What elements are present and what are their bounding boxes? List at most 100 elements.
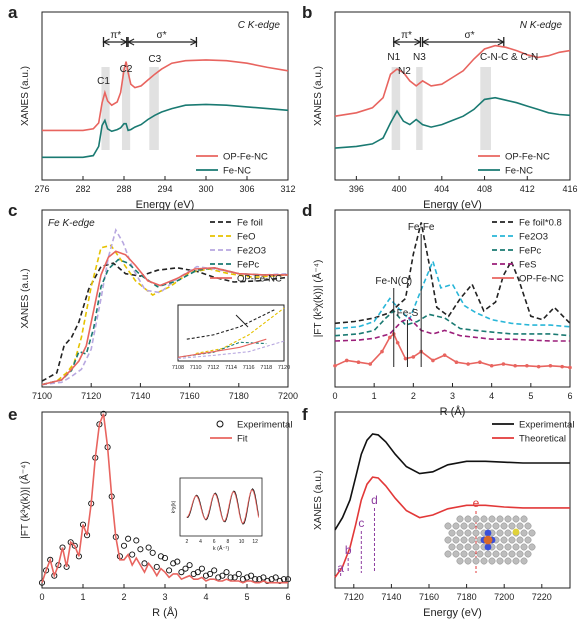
panel-f: f 7120 7140 7160 7180 7200 7220 Energy (eV) XANE… <box>302 405 574 619</box>
legend-label: Fit <box>237 434 248 445</box>
x-tick-label: 7160 <box>180 391 200 401</box>
x-tick-label: 7120 <box>81 391 101 401</box>
carbon-atom <box>504 515 512 523</box>
inset-tick-label: 12 <box>252 539 258 545</box>
data-point <box>525 363 529 368</box>
carbon-atom <box>504 557 512 565</box>
series-line <box>334 332 571 369</box>
bracket-arrow <box>120 38 128 46</box>
series-line <box>334 96 571 149</box>
data-point <box>198 565 205 572</box>
carbon-atom <box>456 557 464 565</box>
carbon-atom <box>488 515 496 523</box>
carbon-atom <box>500 550 508 558</box>
x-tick-label: 396 <box>349 184 364 194</box>
series-line <box>41 250 288 386</box>
carbon-atom <box>508 522 516 530</box>
data-point <box>194 569 201 576</box>
legend-label: OP-Fe-NC <box>519 274 564 285</box>
data-point <box>235 570 242 577</box>
x-tick-label: 7120 <box>344 592 364 602</box>
inset-series-line <box>186 308 276 340</box>
legend-label: FePc <box>237 260 259 271</box>
iron-atom <box>483 535 493 545</box>
data-point <box>403 356 408 361</box>
y-axis-label: XANES (a.u.) <box>20 66 31 126</box>
inset-series-line <box>177 338 267 358</box>
bracket-arrow <box>392 38 400 46</box>
inset-tick-label: 10 <box>239 539 245 545</box>
inset-tick-label: 8 <box>226 539 229 545</box>
carbon-atom <box>524 550 532 558</box>
legend-label: Experimental <box>237 420 292 431</box>
panel-letter: d <box>302 201 312 220</box>
carbon-atom <box>464 515 472 523</box>
data-point <box>568 365 572 370</box>
data-point <box>174 558 181 565</box>
data-point <box>280 576 287 583</box>
x-axis: 396 400 404 408 412 416 <box>349 176 578 194</box>
carbon-atom <box>472 543 480 551</box>
data-point <box>489 363 494 368</box>
edge-label: Fe K-edge <box>48 218 95 229</box>
carbon-atom <box>516 536 524 544</box>
carbon-atom <box>456 515 464 523</box>
data-point <box>380 349 384 354</box>
plot-frame <box>334 11 571 181</box>
carbon-atom <box>460 536 468 544</box>
annotation-label: C3 <box>148 54 161 65</box>
carbon-atom <box>508 550 516 558</box>
carbon-atom <box>500 536 508 544</box>
plot-area <box>334 433 570 578</box>
carbon-atom <box>472 515 480 523</box>
carbon-atom <box>492 550 500 558</box>
bracket-arrow <box>102 38 110 46</box>
x-tick-label: 4 <box>489 391 494 401</box>
y-axis-label: |FT (k³χ(k))| (Å⁻⁴) <box>18 461 31 539</box>
data-point <box>272 574 279 581</box>
data-point <box>145 544 152 551</box>
inset-tick-label: 7108 <box>172 365 184 371</box>
carbon-atom <box>472 557 480 565</box>
series-line <box>334 309 571 337</box>
legend-label: Experimental <box>519 420 574 431</box>
x-tick-label: 412 <box>520 184 535 194</box>
data-point <box>43 567 50 574</box>
x-tick-label: 5 <box>528 391 533 401</box>
y-axis-label: XANES (a.u.) <box>313 66 324 126</box>
carbon-atom <box>464 529 472 537</box>
annotation-label: c <box>358 516 364 530</box>
data-point <box>411 355 416 359</box>
carbon-atom <box>456 529 464 537</box>
legend-label: Fe-NC <box>223 166 251 177</box>
carbon-atom <box>480 515 488 523</box>
data-point <box>211 567 218 574</box>
x-axis: 7120 7140 7160 7180 7200 7220 <box>344 584 552 602</box>
y-axis-label: |FT (k³χ(k))| (Å⁻⁴) <box>311 260 324 338</box>
data-point <box>149 549 156 556</box>
annotation-label: π* <box>110 30 121 41</box>
carbon-atom <box>520 557 528 565</box>
data-point <box>248 572 255 579</box>
carbon-atom <box>452 536 460 544</box>
carbon-atom <box>508 536 516 544</box>
annotation-label: b <box>345 543 352 557</box>
data-point <box>207 570 214 577</box>
legend-label: FeO <box>237 232 255 243</box>
plot-area <box>334 44 571 149</box>
data-point <box>38 579 46 586</box>
inset-y-label: k³χ(k) <box>171 500 177 513</box>
x-axis: 0 1 2 3 4 5 6 <box>39 584 291 602</box>
carbon-atom <box>520 543 528 551</box>
plot-area <box>38 410 292 586</box>
carbon-atom <box>496 515 504 523</box>
data-point <box>133 537 140 544</box>
carbon-atom <box>448 543 456 551</box>
x-tick-label: 7140 <box>130 391 150 401</box>
x-tick-label: 1 <box>80 592 85 602</box>
series-line <box>42 59 289 132</box>
data-point <box>560 364 564 369</box>
legend-swatch <box>216 420 224 428</box>
x-tick-label: 2 <box>411 391 416 401</box>
data-point <box>284 576 292 583</box>
